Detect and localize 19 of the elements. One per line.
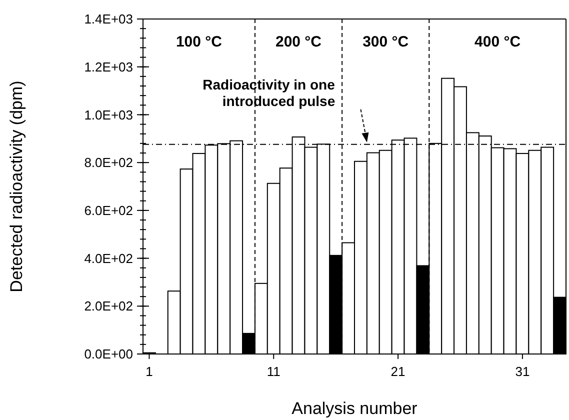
y-tick-label: 1.4E+03 (84, 12, 133, 27)
x-tick-label: 21 (390, 364, 406, 379)
x-axis-title: Analysis number (292, 399, 418, 418)
y-tick-label: 8.0E+02 (84, 155, 133, 170)
annotation: 300 °C (362, 33, 409, 50)
y-axis-title: Detected radioactivity (dpm) (7, 80, 26, 292)
y-tick-label: 1.2E+03 (84, 59, 133, 74)
annotation: 100 °C (176, 33, 222, 50)
y-tick-label: 4.0E+02 (84, 250, 133, 266)
y-tick-label: 1.0E+03 (84, 107, 133, 122)
y-tick-label: 6.0E+02 (84, 202, 133, 218)
y-tick-label: 0.0E+00 (84, 346, 133, 362)
x-tick-label: 1 (146, 364, 153, 379)
annotation: 400 °C (474, 33, 521, 50)
ref-line-label: Radioactivity in one introduced pulse (202, 76, 336, 110)
x-tick-label: 31 (515, 364, 530, 379)
y-tick-label: 2.0E+02 (84, 298, 133, 314)
x-tick-label: 11 (266, 364, 280, 379)
annotation: 200 °C (276, 33, 322, 50)
